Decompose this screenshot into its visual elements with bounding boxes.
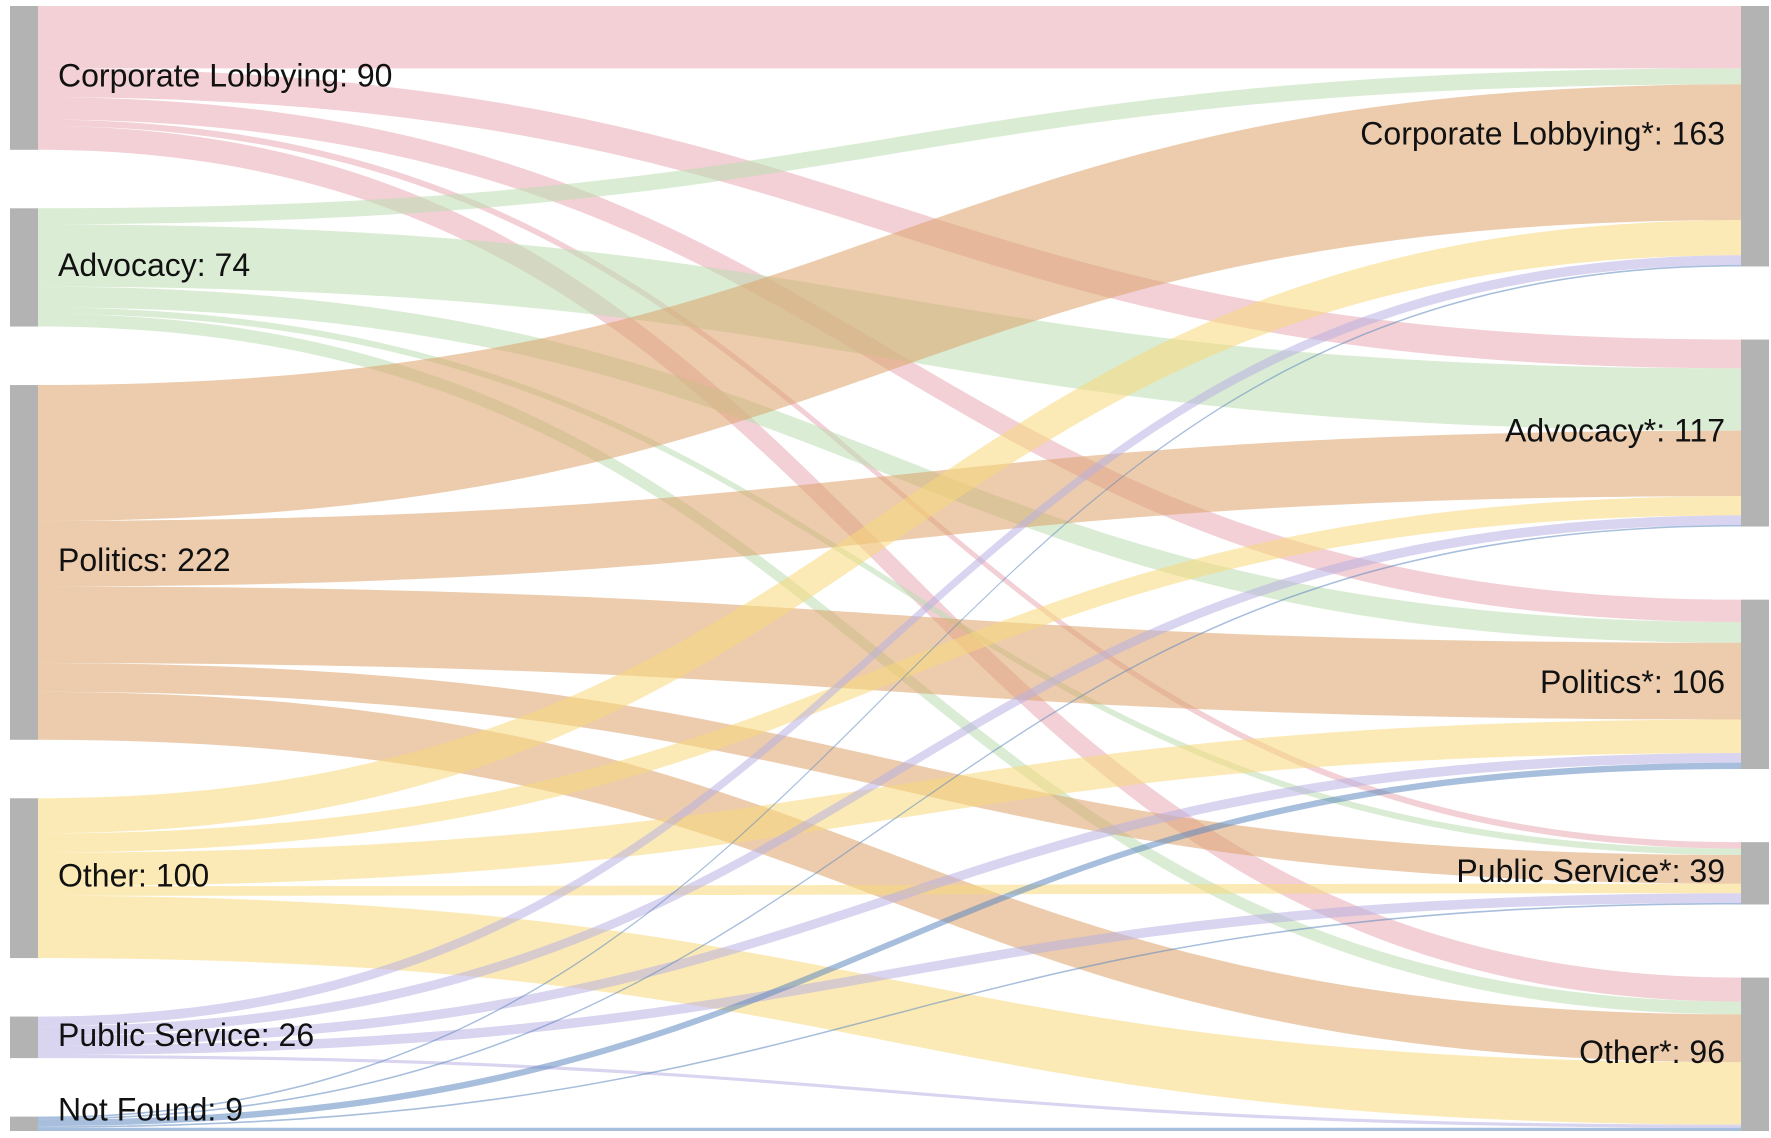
node — [1741, 842, 1769, 905]
node — [10, 1016, 38, 1059]
link — [38, 255, 1741, 1027]
node — [1741, 6, 1769, 267]
link — [38, 893, 1741, 1055]
node — [10, 1116, 38, 1131]
link — [38, 524, 1741, 1120]
link — [38, 68, 1741, 225]
node-label: Corporate Lobbying*: 163 — [1360, 116, 1725, 152]
link — [38, 883, 1741, 896]
link — [38, 496, 1741, 853]
link — [38, 902, 1741, 1128]
link — [38, 220, 1741, 834]
node — [1741, 977, 1769, 1131]
link — [38, 307, 1741, 855]
node — [1741, 339, 1769, 527]
node — [10, 385, 38, 740]
node-label: Advocacy: 74 — [58, 247, 250, 283]
node-label: Other: 100 — [58, 858, 209, 894]
node — [10, 798, 38, 959]
link — [38, 719, 1741, 887]
node-label: Not Found: 9 — [58, 1091, 243, 1127]
link — [38, 895, 1741, 1125]
link — [38, 1127, 1741, 1131]
node-label: Politics*: 106 — [1540, 664, 1725, 700]
node-label: Public Service*: 39 — [1456, 853, 1725, 889]
link — [38, 286, 1741, 643]
link — [38, 125, 1741, 1002]
node — [1741, 599, 1769, 770]
link — [38, 1054, 1741, 1128]
link — [38, 84, 1741, 521]
node-label: Advocacy*: 117 — [1505, 413, 1725, 449]
node-label: Other*: 96 — [1579, 1034, 1725, 1070]
link — [38, 264, 1741, 1119]
link — [38, 430, 1741, 587]
link — [38, 753, 1741, 1046]
node-label: Public Service: 26 — [58, 1017, 314, 1053]
node-label: Corporate Lobbying: 90 — [58, 57, 392, 93]
node-label: Politics: 222 — [58, 542, 231, 578]
node — [10, 6, 38, 150]
node — [10, 208, 38, 327]
link — [38, 515, 1741, 1036]
link — [38, 691, 1741, 1063]
link — [38, 68, 1741, 369]
link — [38, 762, 1741, 1127]
link — [38, 6, 1741, 69]
link — [38, 586, 1741, 720]
